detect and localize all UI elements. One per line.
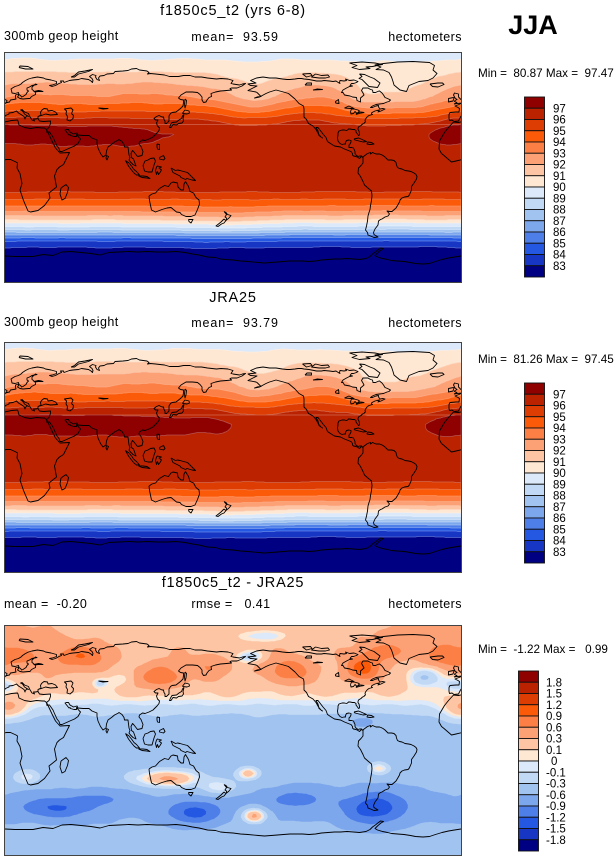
svg-text:84: 84 xyxy=(553,250,566,262)
svg-text:0.9: 0.9 xyxy=(546,711,562,723)
svg-text:95: 95 xyxy=(553,412,566,424)
svg-text:1.2: 1.2 xyxy=(546,700,562,712)
svg-text:88: 88 xyxy=(553,491,566,503)
svg-text:93: 93 xyxy=(553,149,566,161)
svg-text:92: 92 xyxy=(553,160,566,172)
svg-text:91: 91 xyxy=(553,171,566,183)
svg-text:94: 94 xyxy=(553,423,566,435)
svg-text:96: 96 xyxy=(553,401,566,413)
svg-text:0.6: 0.6 xyxy=(546,723,562,735)
svg-text:-0.9: -0.9 xyxy=(546,801,566,813)
svg-text:0.3: 0.3 xyxy=(546,734,562,746)
svg-text:86: 86 xyxy=(553,227,566,239)
svg-text:-0.3: -0.3 xyxy=(546,779,566,791)
svg-text:88: 88 xyxy=(553,205,566,217)
svg-text:85: 85 xyxy=(553,238,566,250)
svg-text:91: 91 xyxy=(553,457,566,469)
svg-text:83: 83 xyxy=(553,547,566,559)
svg-text:-0.1: -0.1 xyxy=(546,768,566,780)
svg-text:90: 90 xyxy=(553,468,566,480)
svg-text:86: 86 xyxy=(553,513,566,525)
svg-text:-1.2: -1.2 xyxy=(546,812,566,824)
svg-text:96: 96 xyxy=(553,115,566,127)
svg-text:85: 85 xyxy=(553,524,566,536)
svg-text:0.1: 0.1 xyxy=(546,745,562,757)
svg-text:94: 94 xyxy=(553,137,566,149)
svg-text:-1.5: -1.5 xyxy=(546,824,566,836)
svg-text:93: 93 xyxy=(553,435,566,447)
svg-text:-0.6: -0.6 xyxy=(546,790,566,802)
svg-text:84: 84 xyxy=(553,536,566,548)
svg-text:1.5: 1.5 xyxy=(546,689,562,701)
svg-text:83: 83 xyxy=(553,261,566,273)
svg-text:89: 89 xyxy=(553,480,566,492)
svg-text:90: 90 xyxy=(553,182,566,194)
svg-text:-1.8: -1.8 xyxy=(546,835,566,847)
svg-text:89: 89 xyxy=(553,194,566,206)
svg-text:0: 0 xyxy=(551,756,557,768)
svg-text:1.8: 1.8 xyxy=(546,677,562,689)
svg-text:87: 87 xyxy=(553,216,566,228)
svg-text:97: 97 xyxy=(553,103,566,115)
svg-text:92: 92 xyxy=(553,446,566,458)
svg-text:95: 95 xyxy=(553,126,566,138)
svg-text:97: 97 xyxy=(553,389,566,401)
svg-text:87: 87 xyxy=(553,502,566,514)
